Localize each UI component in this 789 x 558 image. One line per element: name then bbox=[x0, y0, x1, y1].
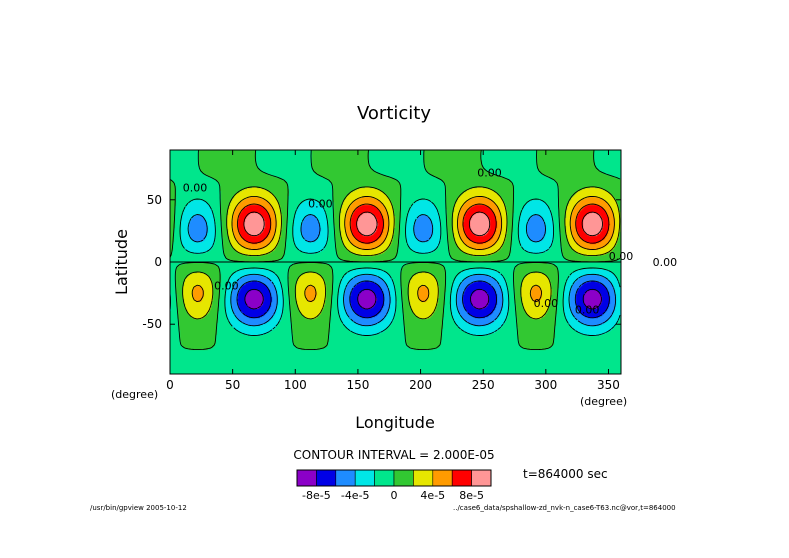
colorbar-swatch bbox=[432, 469, 453, 487]
footer-right-text: ../case6_data/spshallow-zd_nvk-n_case6-T… bbox=[453, 504, 676, 512]
contour-line bbox=[182, 186, 621, 320]
colorbar-swatch bbox=[374, 469, 395, 487]
x-axis-label: Longitude bbox=[355, 413, 435, 432]
x-tick-label: 200 bbox=[409, 378, 432, 392]
y-axis: -50 0 50 bbox=[142, 193, 621, 331]
colorbar-tick-label: -8e-5 bbox=[302, 489, 331, 502]
x-tick-label: 0 bbox=[166, 378, 174, 392]
x-tick-label: 300 bbox=[534, 378, 557, 392]
contour-label: 0.00 bbox=[214, 280, 239, 293]
y-axis-label: Latitude bbox=[112, 229, 131, 295]
colorbar-swatch bbox=[335, 469, 356, 487]
y-tick-label: 50 bbox=[147, 193, 162, 207]
x-tick-label: 100 bbox=[284, 378, 307, 392]
y-tick-label: -50 bbox=[142, 317, 162, 331]
colorbar-tick-label: 0 bbox=[391, 489, 398, 502]
contour-line bbox=[236, 280, 610, 319]
x-tick-label: 50 bbox=[225, 378, 240, 392]
x-tick-label: 150 bbox=[346, 378, 369, 392]
colorbar-swatch bbox=[393, 469, 414, 487]
colorbar-swatch bbox=[451, 469, 472, 487]
x-tick-label: 250 bbox=[472, 378, 495, 392]
x-axis: 0 50 100 150 200 250 300 350 bbox=[166, 150, 620, 392]
chart-title: Vorticity bbox=[357, 103, 431, 124]
x-axis-unit-right: (degree) bbox=[580, 395, 627, 408]
contour-line bbox=[243, 211, 603, 237]
contour-line bbox=[191, 195, 615, 303]
colorbar-swatch bbox=[471, 469, 492, 487]
colorbar-tick-label: 4e-5 bbox=[420, 489, 445, 502]
contour-interval-text: CONTOUR INTERVAL = 2.000E-05 bbox=[293, 448, 494, 462]
contour-line bbox=[244, 288, 602, 310]
contour-line bbox=[236, 203, 610, 244]
contour-label: 0.00 bbox=[534, 297, 559, 310]
colorbar-swatch bbox=[296, 469, 317, 487]
colorbar: -8e-5 -4e-5 0 4e-5 8e-5 bbox=[296, 469, 492, 502]
colorbar-swatch bbox=[316, 469, 337, 487]
colorbar-frame bbox=[296, 469, 492, 487]
contour-lines bbox=[169, 149, 621, 351]
contour-label: 0.00 bbox=[477, 166, 502, 179]
contour-label: 0.00 bbox=[653, 256, 678, 269]
footer-left-text: /usr/bin/gpview 2005-10-12 bbox=[90, 504, 187, 512]
x-tick-label: 350 bbox=[597, 378, 620, 392]
x-axis-unit-left: (degree) bbox=[111, 388, 158, 401]
y-tick-label: 0 bbox=[154, 255, 162, 269]
plot-area: 0.000.000.000.000.000.000.000.000.00 bbox=[169, 149, 678, 375]
colorbar-swatch bbox=[354, 469, 375, 487]
contour-label: 0.00 bbox=[575, 303, 600, 316]
colorbar-tick-label: 8e-5 bbox=[459, 489, 484, 502]
contour-line bbox=[187, 214, 617, 327]
colorbar-tick-label: -4e-5 bbox=[341, 489, 370, 502]
time-label: t=864000 sec bbox=[523, 467, 608, 481]
contour-label: 0.00 bbox=[308, 198, 333, 211]
contour-label: 0.00 bbox=[183, 181, 208, 194]
colorbar-swatch bbox=[413, 469, 434, 487]
contour-line bbox=[169, 198, 621, 336]
